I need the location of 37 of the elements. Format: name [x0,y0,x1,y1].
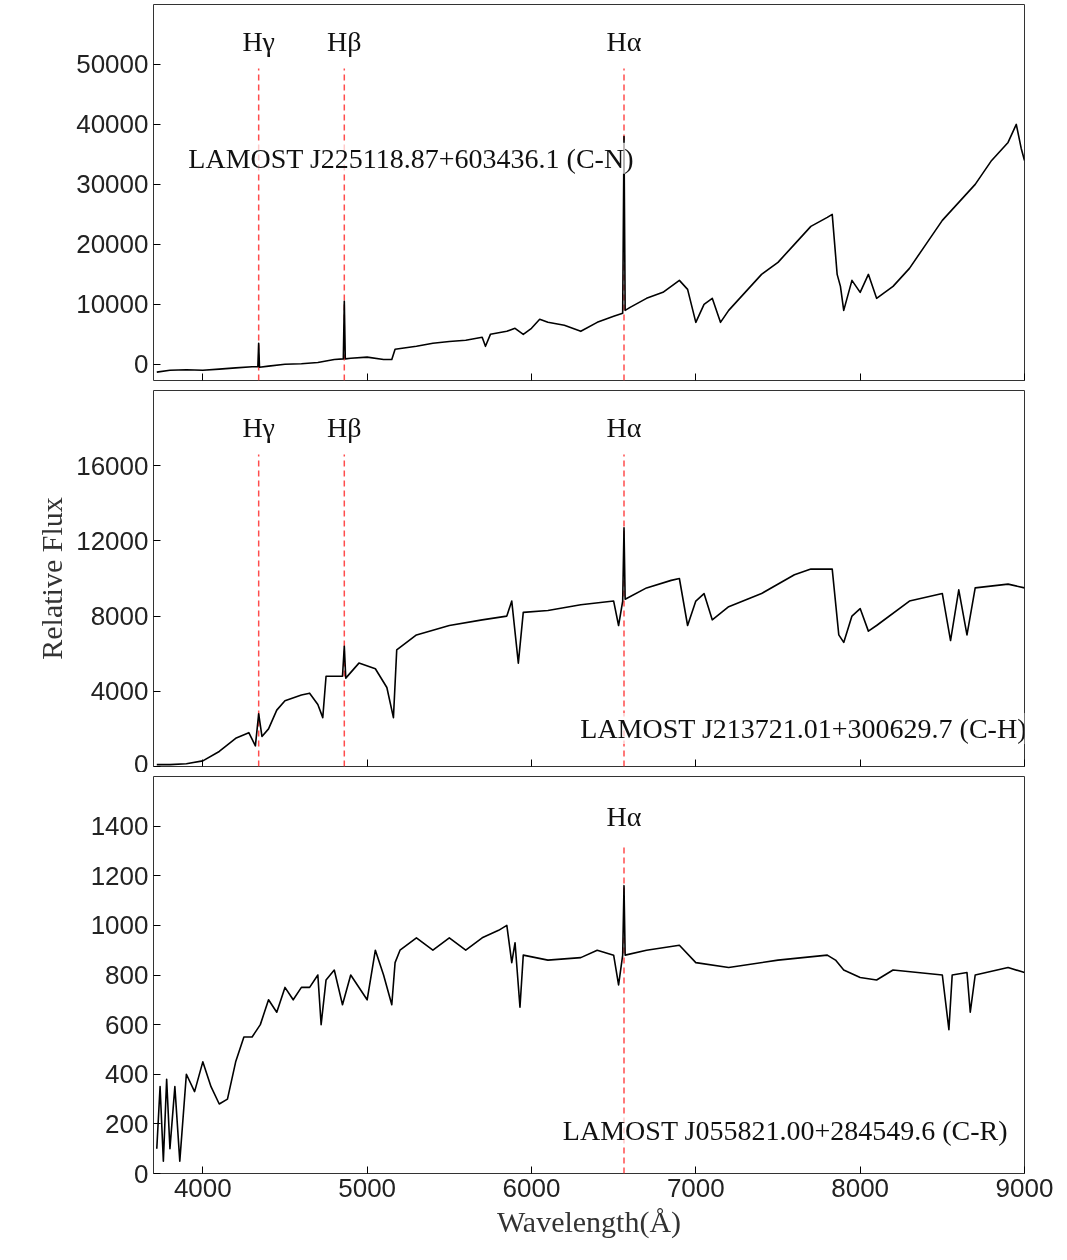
y-tick-label: 1200 [90,860,149,891]
ref-line-label: Hα [606,26,642,58]
ref-line-label: Hγ [242,26,275,58]
y-tick-label: 50000 [76,49,149,80]
y-tick-label: 40000 [76,109,149,140]
x-tick-label: 4000 [173,1172,232,1203]
y-tick-label: 30000 [76,169,149,200]
y-tick-label: 20000 [76,229,149,260]
ref-line-label: Hβ [327,412,362,444]
ref-line-label: Hα [606,412,642,444]
y-tick-label: 1400 [90,811,149,842]
y-tick-label: 400 [105,1059,149,1090]
y-axis-title: Relative Flux [35,497,69,660]
ref-line-label: Hγ [242,412,275,444]
y-tick-label: 600 [105,1009,149,1040]
x-tick-label: 5000 [338,1172,397,1203]
annotation: LAMOST J055821.00+284549.6 (C-R) [562,1114,1008,1146]
y-tick-label: 200 [105,1108,149,1139]
y-tick-label: 0 [134,1158,149,1189]
ref-line-label: Hα [606,801,642,833]
y-tick-label: 1000 [90,910,149,941]
y-tick-label: 0 [134,748,149,779]
x-tick-label: 7000 [666,1172,725,1203]
y-tick-label: 16000 [76,450,149,481]
x-axis-title: Wavelength(Å) [496,1204,682,1239]
x-tick-label: 9000 [995,1172,1054,1203]
y-tick-label: 4000 [90,676,149,707]
ref-line-label: Hβ [327,26,362,58]
y-tick-label: 0 [134,349,149,380]
line-series [155,123,1025,373]
x-tick-label: 8000 [831,1172,890,1203]
y-tick-label: 8000 [90,601,149,632]
y-tick-label: 800 [105,960,149,990]
annotation: LAMOST J225118.87+603436.1 (C-N) [188,142,634,174]
y-tick-label: 10000 [76,289,149,320]
y-tick-label: 12000 [76,525,149,556]
x-tick-label: 6000 [502,1172,561,1203]
